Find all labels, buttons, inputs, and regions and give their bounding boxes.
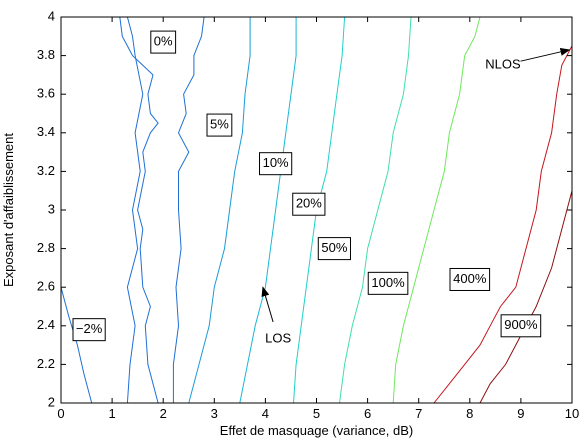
contour-line-9 [433,45,573,404]
contour-label: 10% [259,152,293,176]
annotation-label: NLOS [485,57,521,72]
y-axis-label: Exposant d'affaiblissement [1,133,16,287]
contour-line-2 [119,16,159,404]
contour-lines [60,16,573,404]
contour-line-7 [339,16,412,404]
contour-label-text: −2% [76,321,103,336]
contour-label: 20% [292,192,326,216]
contour-label-text: 10% [263,155,289,170]
y-tick-label: 2.8 [37,240,55,255]
contour-line-8 [392,16,481,404]
x-tick-label: 2 [160,406,167,421]
contour-label: 900% [500,314,542,338]
x-tick-label: 1 [108,406,115,421]
y-tick-label: 3.6 [37,86,55,101]
contour-label-text: 5% [210,117,229,132]
axis-ticks: 0 1 2 3 4 5 6 7 8 9 10 2 2.2 2.4 2.6 2.8 3 3.2 3.4 3.6 3.8 4 [37,8,579,421]
annotation-los: LOS [261,286,292,346]
contour-label-text: 20% [296,196,322,211]
contour-label-text: 50% [321,240,347,255]
contour-label-text: 400% [453,271,487,286]
contour-label-text: 900% [504,317,538,332]
y-tick-label: 3 [48,201,55,216]
y-tick-label: 3.4 [37,124,55,139]
annotations: NLOS LOS [261,47,571,346]
contour-label-box [206,113,233,137]
contour-label: 400% [449,267,491,291]
y-tick-label: 2 [48,394,55,409]
contour-label: 0% [150,30,177,54]
contour-label-box [292,192,326,216]
contour-line-0 [60,287,93,404]
y-tick-label: 2.2 [37,356,55,371]
x-tick-label: 0 [57,406,64,421]
contour-label: −2% [72,318,106,342]
x-axis-label: Effet de masquage (variance, dB) [220,423,413,438]
y-tick-label: 3.8 [37,47,55,62]
contour-line-10 [479,190,573,404]
x-tick-label: 3 [211,406,218,421]
contour-label-text: 0% [154,34,173,49]
contour-label-box [259,152,293,176]
contour-label-box [500,314,542,338]
y-tick-label: 3.2 [37,163,55,178]
contour-label-box [150,30,177,54]
contour-label-box [449,267,491,291]
x-tick-label: 9 [517,406,524,421]
y-tick-label: 2.4 [37,317,55,332]
annotation-arrow [261,286,274,323]
y-tick-label: 2.6 [37,279,55,294]
x-tick-label: 6 [364,406,371,421]
contour-labels: −2% 0% 5% 10% 20% 50% 100% 400% 900% [72,30,542,342]
contour-label-box [317,237,351,261]
x-tick-label: 10 [565,406,579,421]
annotation-label: LOS [265,331,291,346]
contour-label: 50% [317,237,351,261]
x-tick-label: 5 [313,406,320,421]
contour-label-text: 100% [371,275,405,290]
contour-label-box [367,271,409,295]
contour-line-3 [172,16,205,403]
contour-label: 5% [206,113,233,137]
contour-label-box [72,318,106,342]
contour-label: 100% [367,271,409,295]
contour-line-1 [126,16,144,404]
x-tick-label: 8 [466,406,473,421]
contour-line-5 [239,17,297,404]
x-tick-label: 7 [415,406,422,421]
annotation-arrow [520,47,571,62]
y-tick-label: 4 [48,8,55,23]
annotation-nlos: NLOS [485,47,571,72]
x-tick-label: 4 [262,406,269,421]
contour-line-4 [188,17,251,404]
